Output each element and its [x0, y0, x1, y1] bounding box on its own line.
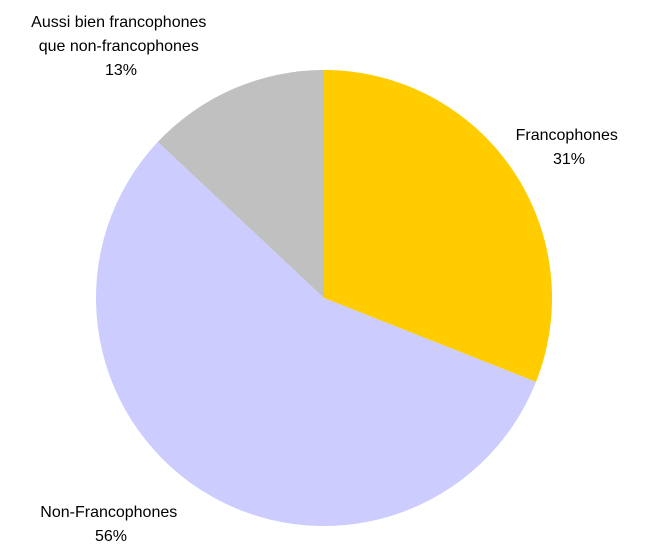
slice-name-francophones: Francophones — [516, 127, 618, 144]
pie-slices — [95, 70, 552, 526]
slice-percent-non-francophones: 56% — [95, 528, 127, 545]
slice-name-both-line2: que non-francophones — [39, 38, 199, 55]
slice-name-non-francophones: Non-Francophones — [40, 504, 177, 521]
slice-non-francophones — [95, 141, 536, 526]
pie-labels: Francophones 31% Non-Francophones 56% Au… — [31, 14, 623, 545]
slice-percent-both: 13% — [105, 62, 137, 79]
slice-name-both-line1: Aussi bien francophones — [31, 14, 206, 31]
slice-label-francophones: Francophones 31% — [516, 127, 623, 168]
slice-label-both: Aussi bien francophones que non-francoph… — [31, 14, 211, 79]
slice-francophones — [324, 70, 552, 382]
slice-both — [157, 70, 324, 298]
slice-label-non-francophones: Non-Francophones 56% — [40, 504, 181, 545]
slice-percent-francophones: 31% — [553, 151, 585, 168]
